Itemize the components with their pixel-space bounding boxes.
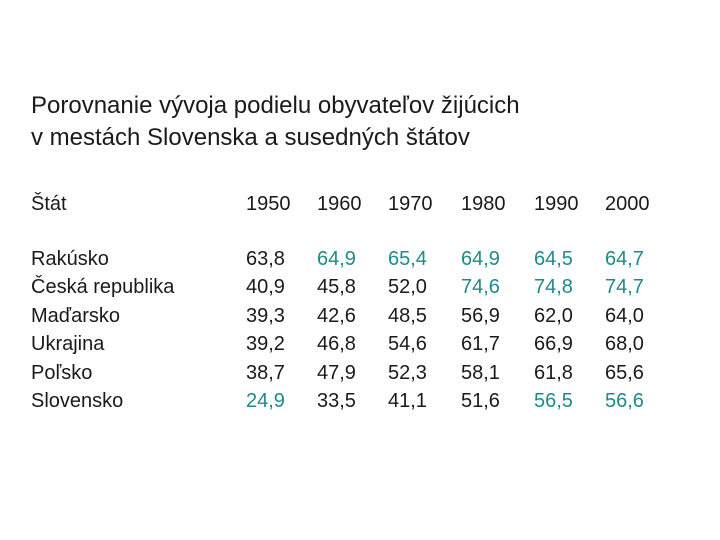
country-name: Maďarsko bbox=[31, 304, 120, 327]
value-cell: 65,4 bbox=[388, 247, 427, 270]
value-cell: 61,7 bbox=[461, 333, 500, 355]
value-cell: 74,6 bbox=[461, 276, 500, 298]
country-name: Česká republika bbox=[31, 276, 175, 298]
value-cell: 74,7 bbox=[605, 276, 644, 298]
value-cell: 64,9 bbox=[461, 247, 500, 270]
value-cell: 68,0 bbox=[605, 333, 644, 355]
value-cell: 40,9 bbox=[246, 276, 285, 298]
value-cell: 64,7 bbox=[605, 247, 644, 270]
header-year-1970: 1970 bbox=[388, 193, 433, 215]
title-line-2: v mestách Slovenska a susedných štátov bbox=[31, 124, 470, 151]
value-cell: 62,0 bbox=[534, 304, 573, 327]
value-cell: 33,5 bbox=[317, 390, 356, 412]
value-cell: 42,6 bbox=[317, 304, 356, 327]
value-cell: 56,6 bbox=[605, 390, 644, 412]
value-cell: 52,0 bbox=[388, 276, 427, 298]
value-cell: 41,1 bbox=[388, 390, 427, 412]
value-cell: 38,7 bbox=[246, 361, 285, 384]
value-cell: 65,6 bbox=[605, 361, 644, 384]
value-cell: 48,5 bbox=[388, 304, 427, 327]
country-name: Ukrajina bbox=[31, 333, 105, 355]
value-cell: 47,9 bbox=[317, 361, 356, 384]
value-cell: 56,9 bbox=[461, 304, 500, 327]
value-cell: 46,8 bbox=[317, 333, 356, 355]
value-cell: 61,8 bbox=[534, 361, 573, 384]
value-cell: 64,5 bbox=[534, 247, 573, 270]
value-cell: 51,6 bbox=[461, 390, 500, 412]
page-title: Porovnanie vývoja podielu obyvateľov žij… bbox=[31, 90, 520, 154]
country-name: Rakúsko bbox=[31, 247, 109, 270]
value-cell: 45,8 bbox=[317, 276, 356, 298]
value-cell: 24,9 bbox=[246, 390, 285, 412]
value-cell: 56,5 bbox=[534, 390, 573, 412]
country-name: Slovensko bbox=[31, 390, 124, 412]
value-cell: 64,9 bbox=[317, 247, 356, 270]
title-line-1: Porovnanie vývoja podielu obyvateľov žij… bbox=[31, 92, 520, 119]
value-cell: 66,9 bbox=[534, 333, 573, 355]
header-year-1980: 1980 bbox=[461, 193, 506, 215]
header-year-1990: 1990 bbox=[534, 193, 579, 215]
header-year-1960: 1960 bbox=[317, 193, 362, 215]
value-cell: 52,3 bbox=[388, 361, 427, 384]
value-cell: 58,1 bbox=[461, 361, 500, 384]
value-cell: 39,3 bbox=[246, 304, 285, 327]
value-cell: 39,2 bbox=[246, 333, 285, 355]
value-cell: 54,6 bbox=[388, 333, 427, 355]
header-year-2000: 2000 bbox=[605, 193, 650, 215]
header-year-1950: 1950 bbox=[246, 193, 291, 215]
value-cell: 63,8 bbox=[246, 247, 285, 270]
header-country: Štát bbox=[31, 193, 67, 215]
value-cell: 74,8 bbox=[534, 276, 573, 298]
value-cell: 64,0 bbox=[605, 304, 644, 327]
country-name: Poľsko bbox=[31, 361, 93, 384]
